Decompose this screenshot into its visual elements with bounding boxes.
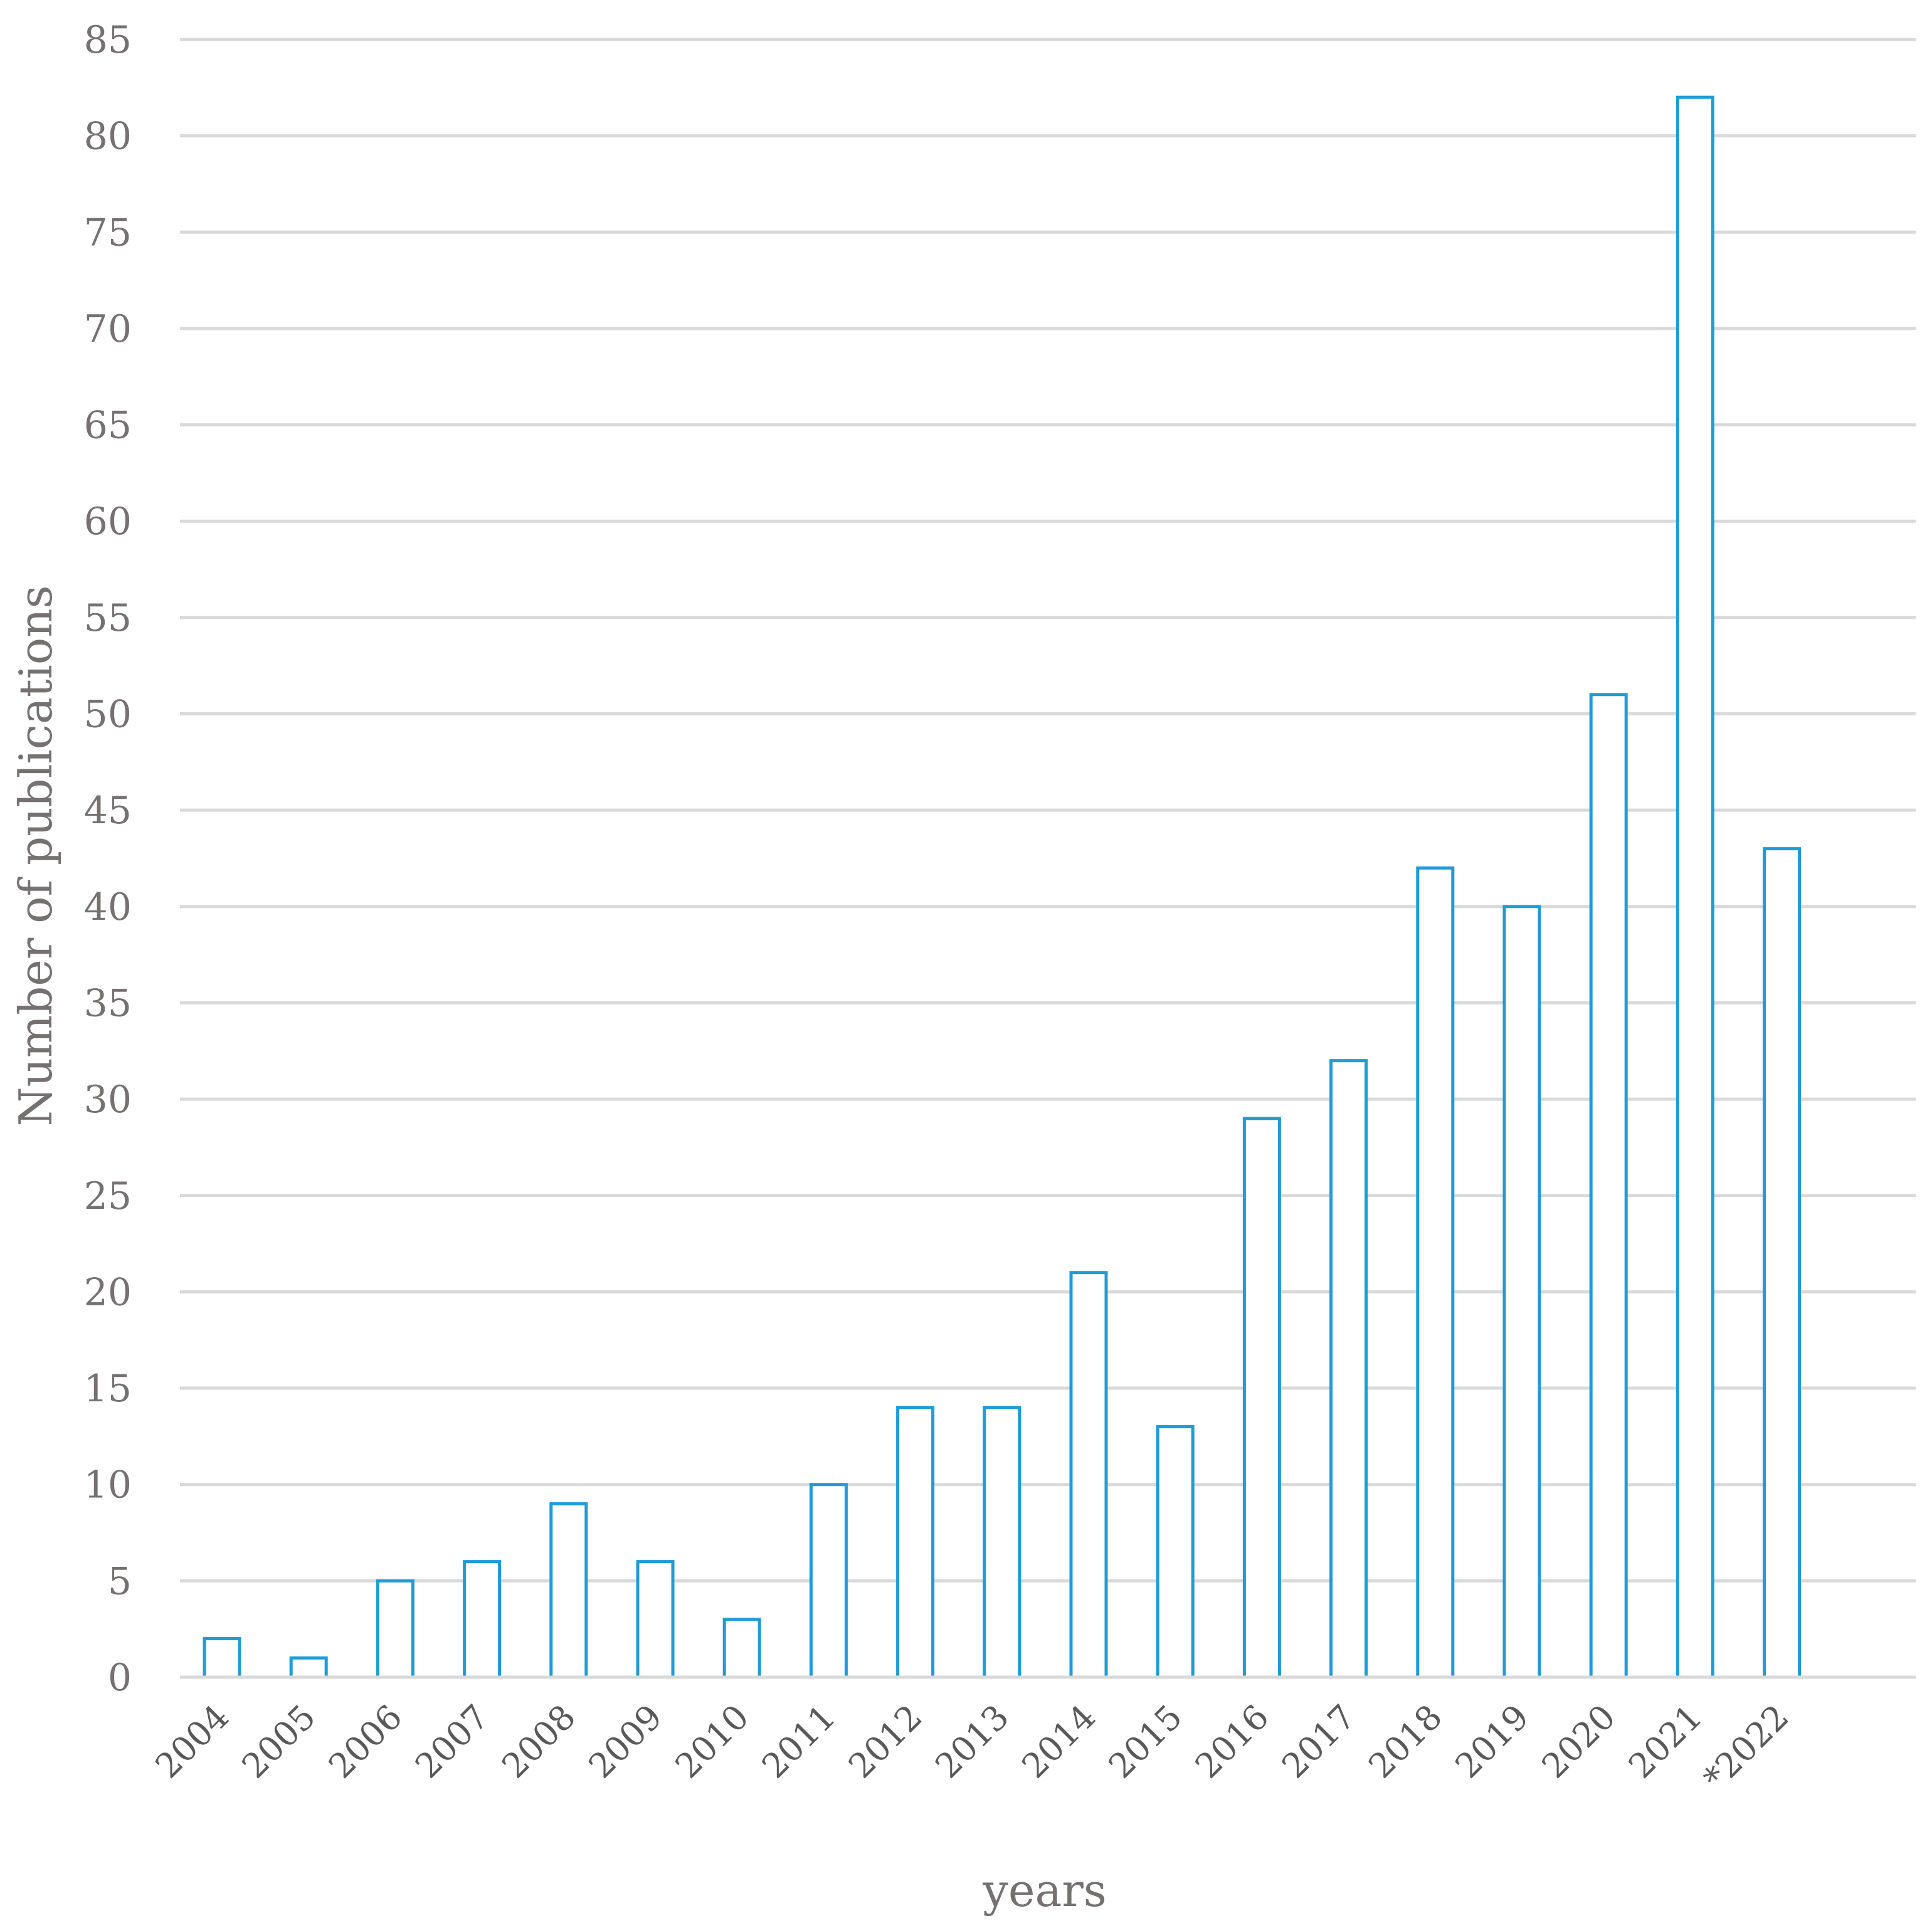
bar-2017 [1329,1059,1368,1679]
x-tick-label: 2011 [754,1697,843,1786]
y-tick-label: 80 [84,115,132,159]
y-tick-label: 20 [84,1270,132,1314]
y-tick-label: 0 [108,1656,132,1700]
x-tick-label: 2010 [668,1697,757,1786]
bar-2022 [1763,847,1802,1679]
y-tick-label: 60 [84,500,132,544]
x-tick-label: 2020 [1534,1697,1623,1786]
x-tick-label: *2022 [1696,1697,1797,1798]
x-tick-label: 2013 [927,1697,1016,1786]
bars [203,95,1802,1679]
x-tick-label: 2008 [494,1697,583,1786]
y-tick-label: 45 [84,789,132,833]
bar-2014 [1069,1271,1108,1679]
x-tick-label: 2014 [1014,1697,1103,1786]
y-tick-label: 40 [84,885,132,929]
bar-2007 [463,1560,502,1679]
y-tick-label: 85 [84,18,132,62]
y-tick-label: 55 [84,596,132,640]
grid-lines [180,38,1916,1583]
x-tick-label: 2005 [235,1697,324,1786]
y-tick-label: 30 [84,1078,132,1122]
bar-2012 [896,1406,935,1679]
bar-2004 [203,1637,241,1679]
x-tick-label: 2017 [1274,1697,1363,1786]
x-tick-label: 2009 [581,1697,670,1786]
x-tick-label: 2021 [1621,1697,1710,1786]
x-tick-label: 2019 [1447,1697,1536,1786]
y-tick-label: 35 [84,981,132,1025]
bar-2021 [1676,95,1714,1679]
y-tick-label: 25 [84,1174,132,1218]
x-tick-label: 2015 [1101,1697,1190,1786]
bar-2005 [289,1656,328,1679]
y-axis-tick-labels: 0 5 10 15 20 25 30 35 40 45 50 55 60 65 70 75 80 85 [84,18,132,1700]
y-tick-label: 10 [84,1463,132,1507]
bar-2018 [1416,866,1455,1679]
y-tick-label: 50 [84,693,132,737]
x-axis-tick-labels: 2004200520062007200820092010201120122013… [147,1697,1796,1798]
x-tick-label: 2012 [841,1697,930,1786]
y-tick-label: 5 [108,1559,132,1603]
y-tick-label: 70 [84,307,132,351]
x-tick-label: 2004 [147,1697,236,1786]
y-tick-label: 75 [84,211,132,255]
bar-2020 [1589,693,1628,1679]
bar-2006 [376,1579,414,1679]
x-tick-label: 2007 [408,1697,497,1786]
bar-2013 [983,1406,1021,1679]
bar-2008 [549,1502,588,1679]
y-axis-title: Number of publications [9,585,62,1126]
bar-2015 [1156,1425,1195,1679]
y-tick-label: 15 [84,1367,132,1411]
x-tick-label: 2016 [1188,1697,1277,1786]
x-tick-label: 2006 [321,1697,410,1786]
bar-2011 [809,1483,848,1679]
bar-2009 [636,1560,675,1679]
bar-2010 [722,1618,761,1679]
x-tick-label: 2018 [1361,1697,1450,1786]
bar-2016 [1242,1117,1281,1679]
x-axis-title: years [982,1864,1107,1917]
y-tick-label: 65 [84,404,132,448]
bar-2019 [1502,905,1541,1679]
